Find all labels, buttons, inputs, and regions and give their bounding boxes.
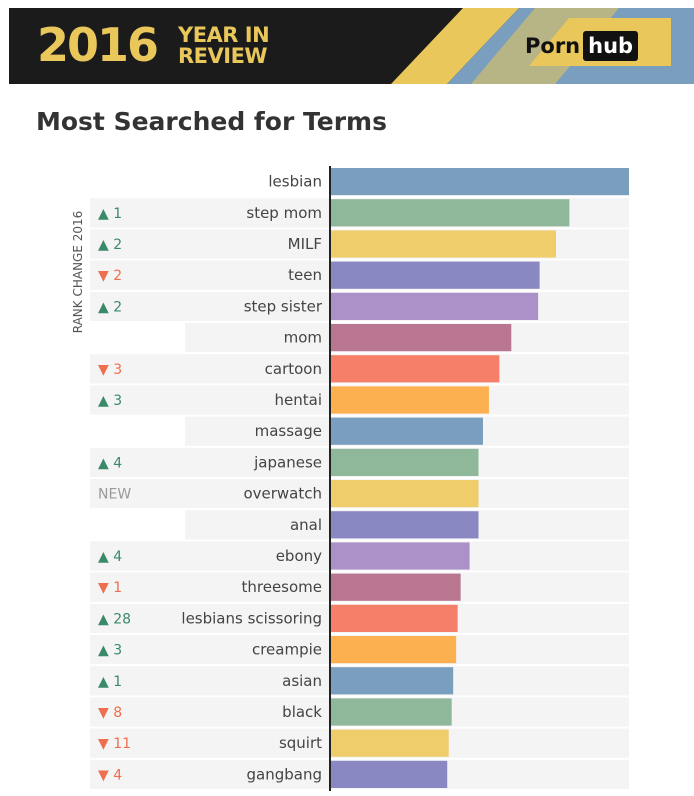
bar-mom <box>331 324 512 352</box>
category-label: squirt <box>279 734 322 752</box>
rank-change-down: ▼ 8 <box>98 705 122 721</box>
banner-subtitle: YEAR IN REVIEW <box>178 23 270 68</box>
rank-change-up: ▲ 2 <box>98 299 122 315</box>
category-label: step mom <box>246 204 322 222</box>
chart-title: Most Searched for Terms <box>36 107 387 136</box>
banner-line-1: YEAR IN <box>178 23 270 47</box>
category-label: ebony <box>276 547 322 565</box>
bar-japanese <box>331 448 479 476</box>
year-in-review-banner: 2016 YEAR IN REVIEW Porn hub <box>9 8 694 84</box>
rank-change-up: ▲ 1 <box>98 206 122 222</box>
rank-change-down: ▼ 11 <box>98 736 131 752</box>
brand-suffix: hub <box>583 31 639 61</box>
bar-threesome <box>331 573 461 601</box>
category-label: lesbians scissoring <box>181 609 322 627</box>
rank-axis-label: RANK CHANGE 2016 <box>71 211 85 334</box>
rank-change-up: ▲ 4 <box>98 549 122 565</box>
bar-asian <box>331 667 454 695</box>
category-label: mom <box>284 329 322 347</box>
bar-lesbians-scissoring <box>331 604 458 632</box>
bar-gangbang <box>331 760 448 788</box>
category-label: massage <box>255 422 322 440</box>
bar-squirt <box>331 729 449 757</box>
bar-milf <box>331 230 556 258</box>
category-label: hentai <box>275 391 322 409</box>
brand-logo: Porn hub <box>525 30 639 62</box>
category-label: anal <box>290 516 322 534</box>
category-label: threesome <box>241 578 322 596</box>
category-label: asian <box>282 672 322 690</box>
bar-ebony <box>331 542 470 570</box>
category-label: black <box>282 703 322 721</box>
rank-change-down: ▼ 1 <box>98 580 122 596</box>
bar-cartoon <box>331 355 500 383</box>
category-label: gangbang <box>247 765 322 783</box>
category-label: overwatch <box>243 485 322 503</box>
rank-change-down: ▼ 4 <box>98 767 122 783</box>
banner-background <box>9 8 694 84</box>
rank-change-up: ▲ 2 <box>98 237 122 253</box>
rank-change-down: ▼ 2 <box>98 268 122 284</box>
bar-overwatch <box>331 480 479 508</box>
bar-teen <box>331 261 540 289</box>
category-label: creampie <box>252 641 322 659</box>
rank-change-up: ▲ 1 <box>98 674 122 690</box>
bar-black <box>331 698 452 726</box>
category-label: lesbian <box>268 173 322 191</box>
bar-hentai <box>331 386 489 414</box>
rank-change-up: ▲ 4 <box>98 455 122 471</box>
rank-change-up: ▲ 3 <box>98 643 122 659</box>
bar-step-sister <box>331 292 539 320</box>
category-label: MILF <box>288 235 322 253</box>
brand-prefix: Porn <box>525 34 581 58</box>
category-label: step sister <box>244 297 323 315</box>
category-label: teen <box>288 266 322 284</box>
bar-massage <box>331 417 483 445</box>
rank-change-up: ▲ 28 <box>98 611 131 627</box>
banner-year: 2016 <box>37 18 159 72</box>
rank-change-up: ▲ 3 <box>98 393 122 409</box>
banner-line-2: REVIEW <box>178 44 268 68</box>
category-label: cartoon <box>265 360 322 378</box>
bar-anal <box>331 511 479 539</box>
rank-change-down: ▼ 3 <box>98 362 122 378</box>
rank-change-new: NEW <box>98 487 131 503</box>
bar-lesbian <box>331 168 629 196</box>
bar-creampie <box>331 636 457 664</box>
category-label: japanese <box>253 453 322 471</box>
bar-step-mom <box>331 199 570 227</box>
